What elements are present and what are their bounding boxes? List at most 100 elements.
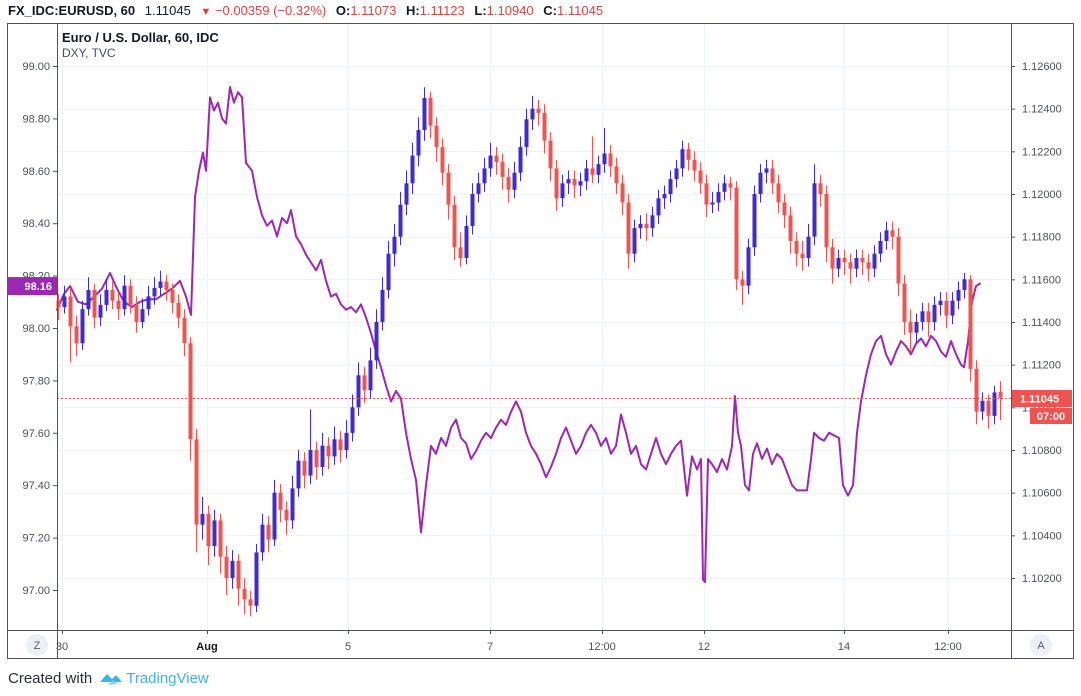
candle-body [290, 488, 295, 521]
low-value: 1.10940 [486, 3, 534, 18]
candle-body [824, 194, 829, 248]
candle-body [908, 322, 913, 333]
candle-body [128, 285, 133, 305]
candle-body [158, 281, 163, 288]
tradingview-wordmark[interactable]: TradingView [126, 669, 209, 687]
candle-body [584, 168, 589, 182]
dxy-value-badge [7, 277, 57, 296]
candle-body [836, 258, 841, 269]
candle-body [698, 170, 703, 184]
candle-body [86, 290, 91, 310]
candle-body [440, 147, 445, 173]
chart-canvas[interactable]: 99.0098.8098.6098.4098.2098.0097.8097.60… [7, 23, 1074, 659]
candle-body [68, 296, 73, 327]
right-axis-tick-label: 1.11800 [1022, 232, 1061, 244]
candle-body [116, 300, 121, 310]
countdown-badge-label: 07:00 [1037, 411, 1065, 423]
candle-body [272, 492, 277, 540]
candle-body [590, 168, 595, 175]
dxy-value-badge-label: 98.16 [24, 281, 52, 293]
candle-body [914, 322, 919, 333]
candle-body [254, 552, 259, 606]
symbol-title[interactable]: FX_IDC:EURUSD, 60 [8, 3, 136, 18]
candle-body [362, 375, 367, 391]
candle-body [350, 407, 355, 433]
candle-body [344, 432, 349, 450]
candle-body [992, 392, 997, 416]
right-axis-tick-label: 1.11600 [1022, 274, 1061, 286]
open-label: O: [335, 3, 351, 18]
candle-body [380, 290, 385, 322]
candle-body [770, 168, 775, 184]
left-axis-tick-label: 97.80 [22, 375, 50, 387]
timezone-button-label: Z [34, 640, 41, 652]
candle-body [764, 168, 769, 173]
candle-body [236, 560, 241, 589]
candle-body [206, 514, 211, 546]
candle-body [488, 155, 493, 169]
auto-scale-button[interactable] [1030, 634, 1052, 656]
candle-body [464, 226, 469, 258]
left-axis-tick-label: 99.00 [22, 61, 50, 73]
candle-body [578, 181, 583, 186]
right-axis-tick-label: 1.12600 [1022, 61, 1062, 73]
candle-body [686, 149, 691, 160]
candle-body [818, 183, 823, 194]
right-axis-tick-label: 1.11400 [1022, 317, 1061, 329]
candle-body [542, 112, 547, 141]
close-label: C: [543, 3, 558, 18]
candle-body [182, 317, 187, 344]
candle-body [518, 147, 523, 173]
timezone-button[interactable] [26, 634, 48, 656]
candle-body [470, 194, 475, 226]
candle-body [986, 400, 991, 416]
chart-border [7, 23, 1074, 659]
candle-body [524, 119, 529, 147]
candle-body [998, 391, 1003, 398]
candle-body [746, 247, 751, 286]
candle-body [230, 560, 235, 578]
candle-body [626, 202, 631, 254]
close-value: 1.11045 [557, 3, 604, 18]
candle-body [944, 300, 949, 316]
time-axis-label: 12:00 [934, 641, 962, 653]
open-value: 1.11073 [350, 3, 397, 18]
candle-body [794, 240, 799, 254]
candle-body [188, 343, 193, 440]
candle-body [56, 300, 61, 308]
candle-body [596, 164, 601, 175]
candle-body [710, 202, 715, 205]
candle-body [932, 304, 937, 322]
candle-body [200, 514, 205, 525]
candle-body [134, 304, 139, 322]
candle-body [482, 168, 487, 184]
candle-body [806, 236, 811, 258]
candle-body [356, 375, 361, 408]
candle-body [620, 183, 625, 203]
candle-body [176, 302, 181, 318]
candle-body [302, 460, 307, 476]
right-axis-tick-label: 1.10800 [1022, 445, 1062, 457]
candle-body [452, 204, 457, 248]
candle-body [722, 183, 727, 192]
candle-body [650, 215, 655, 229]
candle-body [734, 187, 739, 280]
candle-body [494, 155, 499, 162]
candle-body [152, 287, 157, 297]
candle-body [326, 445, 331, 457]
candle-body [608, 153, 613, 167]
candle-body [392, 236, 397, 254]
price-change: −0.00359 (−0.32%) [214, 3, 327, 18]
candle-body [968, 279, 973, 369]
countdown-badge [1030, 408, 1072, 424]
created-with-text: Created with [8, 669, 93, 687]
high-value: 1.11123 [419, 3, 465, 18]
candle-body [320, 445, 325, 467]
left-axis-tick-label: 97.20 [22, 533, 50, 545]
candle-body [398, 204, 403, 237]
candle-body [800, 253, 805, 258]
candle-body [740, 279, 745, 286]
candle-body [536, 108, 541, 113]
candle-body [668, 179, 673, 194]
chart-area[interactable]: 99.00 98.80 98.60 98.40 98.20 98.00 97.80 97.60… [7, 23, 1074, 659]
